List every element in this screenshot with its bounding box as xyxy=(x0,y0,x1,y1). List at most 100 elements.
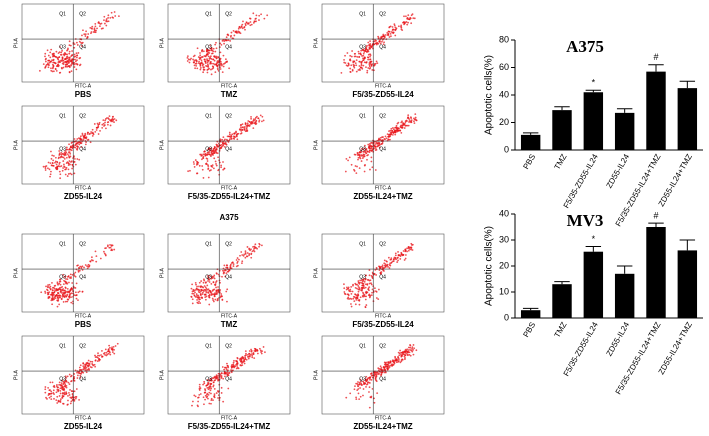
event-dot xyxy=(240,251,243,253)
event-dot xyxy=(105,18,108,20)
event-dot xyxy=(356,382,359,385)
event-dot xyxy=(360,150,363,152)
event-dot xyxy=(74,271,77,274)
x-tick-label: F5/35-ZD55-IL24 xyxy=(562,152,601,210)
event-dot xyxy=(396,261,399,263)
event-dot xyxy=(349,392,352,395)
event-dot xyxy=(215,143,218,146)
event-dot xyxy=(62,392,64,394)
event-dot xyxy=(214,149,217,151)
event-dot xyxy=(387,265,389,268)
event-dot xyxy=(413,122,416,125)
event-dot xyxy=(70,160,73,163)
event-dot xyxy=(392,260,395,263)
event-dot xyxy=(69,163,71,166)
event-dot xyxy=(413,347,416,350)
event-dot xyxy=(49,288,52,291)
event-dot xyxy=(65,278,67,280)
event-dot xyxy=(403,259,406,261)
event-dot xyxy=(77,374,79,377)
event-dot xyxy=(108,351,111,354)
event-dot xyxy=(220,293,223,295)
event-dot xyxy=(215,291,218,294)
event-dot xyxy=(101,123,104,126)
event-dot xyxy=(70,301,73,304)
event-dot xyxy=(358,398,361,401)
event-dot xyxy=(62,395,65,398)
event-dot xyxy=(65,151,68,154)
y-axis-label: Apoptotic cells(%) xyxy=(484,226,495,306)
event-dot xyxy=(379,136,382,139)
event-dot xyxy=(210,402,212,405)
error-bar xyxy=(648,222,664,227)
bar xyxy=(614,273,635,318)
event-dot xyxy=(205,290,207,292)
event-dot xyxy=(394,357,397,359)
event-dot xyxy=(207,397,209,400)
event-dot xyxy=(252,120,255,122)
event-dot xyxy=(343,58,345,61)
event-dot xyxy=(375,372,378,374)
quadrant-label: Q1 xyxy=(359,11,366,17)
event-dot xyxy=(188,61,191,64)
event-dot xyxy=(358,303,361,306)
event-dot xyxy=(377,298,380,301)
event-dot xyxy=(386,31,389,34)
event-dot xyxy=(75,56,78,59)
event-dot xyxy=(213,393,216,395)
event-dot xyxy=(68,40,71,43)
event-dot xyxy=(397,357,400,360)
event-dot xyxy=(54,156,57,159)
event-dot xyxy=(260,13,262,16)
event-dot xyxy=(68,148,70,151)
event-dot xyxy=(216,67,219,70)
event-dot xyxy=(350,305,353,308)
event-dot xyxy=(362,394,364,397)
event-dot xyxy=(225,290,228,293)
event-dot xyxy=(364,298,367,301)
event-dot xyxy=(352,283,354,286)
event-dot xyxy=(397,254,400,257)
event-dot xyxy=(48,389,51,392)
event-dot xyxy=(79,138,82,141)
event-dot xyxy=(383,259,386,262)
event-dot xyxy=(64,287,67,289)
event-dot xyxy=(355,294,358,297)
event-dot xyxy=(96,27,98,30)
event-dot xyxy=(246,353,249,356)
event-dot xyxy=(46,288,48,291)
quadrant-label: Q4 xyxy=(379,376,386,382)
event-dot xyxy=(244,28,246,31)
event-dot xyxy=(187,58,190,61)
event-dot xyxy=(206,61,209,64)
event-dot xyxy=(54,55,57,58)
event-dot xyxy=(199,68,202,71)
event-dot xyxy=(366,279,369,281)
event-dot xyxy=(368,406,371,409)
event-dot xyxy=(234,365,237,368)
event-dot xyxy=(363,293,366,296)
event-dot xyxy=(197,294,200,297)
event-dot xyxy=(98,354,101,357)
event-dot xyxy=(380,35,383,38)
event-dot xyxy=(355,298,358,301)
event-dot xyxy=(69,389,71,391)
event-dot xyxy=(371,166,374,169)
event-dot xyxy=(349,70,352,73)
event-dot xyxy=(193,64,196,67)
event-dot xyxy=(58,156,60,159)
bar xyxy=(583,251,604,318)
event-dot xyxy=(253,20,256,23)
event-dot xyxy=(368,269,371,271)
event-dot xyxy=(220,145,223,148)
event-dot xyxy=(78,266,80,269)
event-dot xyxy=(399,349,401,352)
event-dot xyxy=(57,56,59,59)
event-dot xyxy=(227,34,230,37)
event-dot xyxy=(210,155,212,158)
event-dot xyxy=(205,384,208,387)
event-dot xyxy=(79,135,82,138)
event-dot xyxy=(349,54,352,57)
event-dot xyxy=(358,383,361,386)
event-dot xyxy=(248,354,251,357)
